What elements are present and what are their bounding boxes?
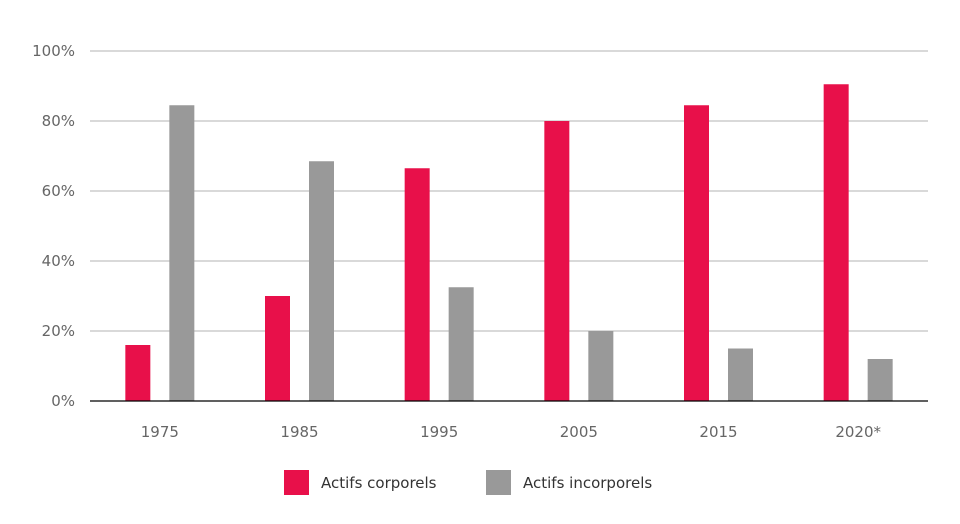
y-tick-label: 20% <box>42 322 75 340</box>
legend: Actifs corporels Actifs incorporels <box>284 470 652 495</box>
y-axis-ticks: 0% 20% 40% 60% 80% 100% <box>32 42 75 410</box>
x-tick-label: 2005 <box>560 423 598 441</box>
gridlines <box>90 50 928 332</box>
bar-actifs-corporels <box>265 296 290 401</box>
x-tick-label: 1995 <box>420 423 458 441</box>
bar-actifs-incorporels <box>169 105 195 401</box>
y-tick-label: 0% <box>51 392 75 410</box>
x-tick-label: 1975 <box>141 423 179 441</box>
bar-actifs-corporels <box>823 84 849 401</box>
bar-actifs-corporels <box>544 121 570 401</box>
x-tick-label: 2020* <box>835 423 881 441</box>
legend-label: Actifs incorporels <box>523 474 652 492</box>
y-tick-label: 60% <box>42 182 75 200</box>
legend-swatch <box>486 470 511 495</box>
bar-actifs-corporels <box>684 105 709 401</box>
y-tick-label: 80% <box>42 112 75 130</box>
legend-swatch <box>284 470 309 495</box>
bar-actifs-corporels <box>404 168 430 401</box>
y-tick-label: 100% <box>32 42 75 60</box>
x-tick-label: 2015 <box>699 423 737 441</box>
bar-actifs-incorporels <box>867 359 893 401</box>
bar-actifs-incorporels <box>309 161 334 401</box>
x-tick-label: 1985 <box>280 423 318 441</box>
bars <box>125 84 893 401</box>
bar-actifs-incorporels <box>588 331 614 401</box>
x-axis-ticks: 1975 1985 1995 2005 2015 2020* <box>141 423 882 441</box>
bar-actifs-incorporels <box>448 287 474 401</box>
bar-actifs-incorporels <box>728 348 753 401</box>
legend-label: Actifs corporels <box>321 474 437 492</box>
y-tick-label: 40% <box>42 252 75 270</box>
bar-actifs-corporels <box>125 345 151 401</box>
